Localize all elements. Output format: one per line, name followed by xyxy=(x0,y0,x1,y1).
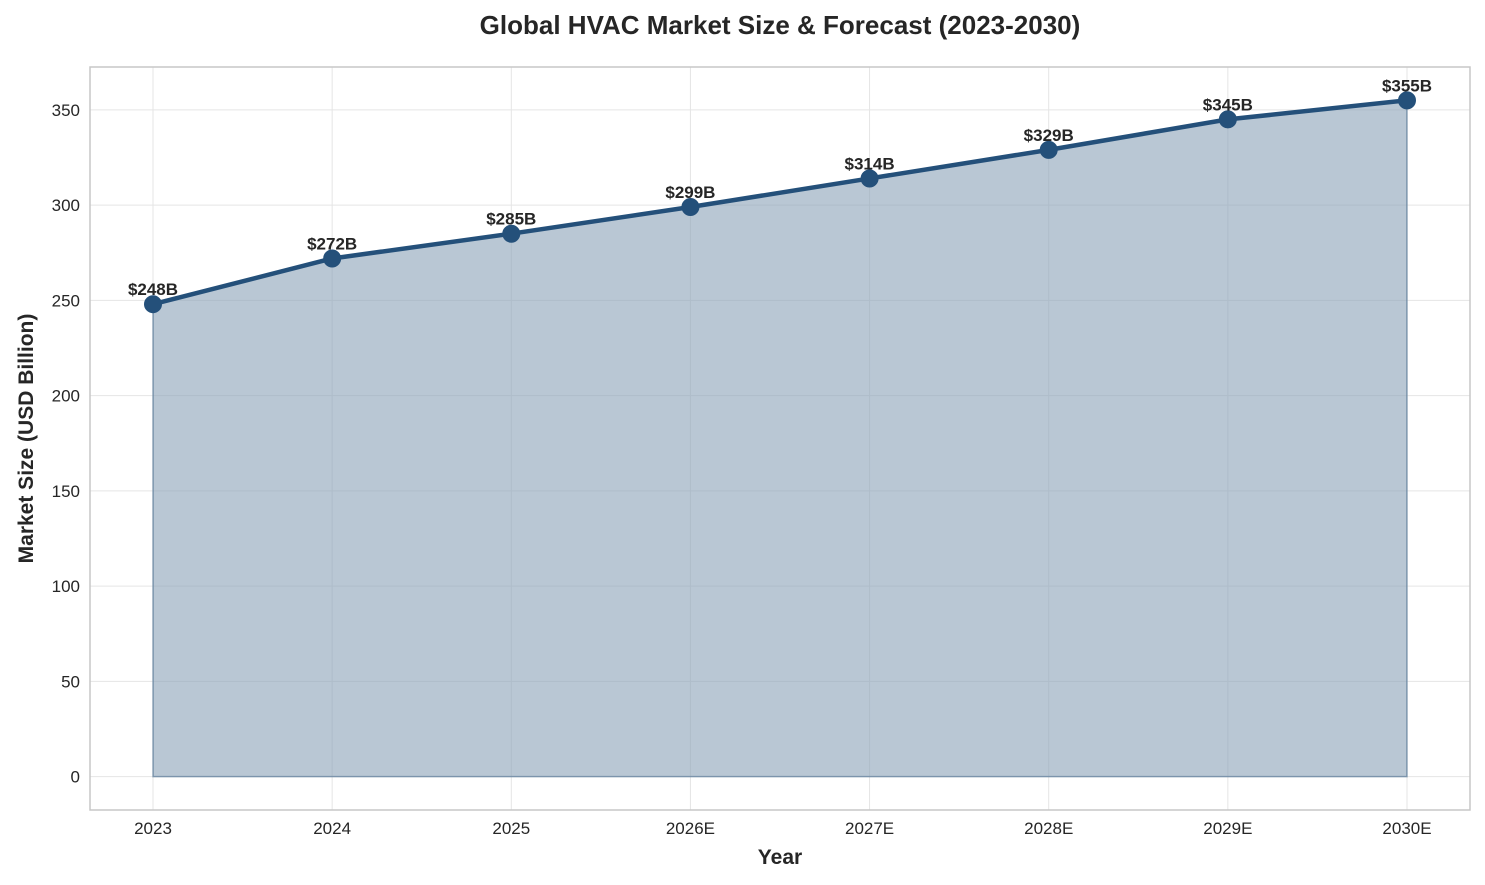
series-line-layer xyxy=(150,98,1410,307)
data-point xyxy=(1039,140,1058,159)
x-tick-label: 2026E xyxy=(666,819,715,838)
chart-title: Global HVAC Market Size & Forecast (2023… xyxy=(479,10,1081,40)
x-tick-label: 2025 xyxy=(492,819,530,838)
plot-frame-border xyxy=(89,66,1471,811)
data-point xyxy=(681,198,700,217)
y-axis-title: Market Size (USD Billion) xyxy=(15,314,38,564)
data-label: $272B xyxy=(307,234,357,253)
x-tick-label: 2028E xyxy=(1024,819,1073,838)
data-label: $299B xyxy=(665,183,715,202)
data-label-layer: $248B $272B $285B $299B $314B $329B $345B $355B xyxy=(128,76,1432,299)
y-tick-label: 50 xyxy=(61,672,80,691)
y-tick-label: 100 xyxy=(52,577,80,596)
data-point xyxy=(144,295,162,314)
data-label: $345B xyxy=(1203,95,1253,114)
data-point xyxy=(860,169,879,188)
x-axis-title: Year xyxy=(758,846,802,869)
data-label: $329B xyxy=(1024,126,1074,145)
x-tick-label: 2027E xyxy=(845,819,894,838)
data-point xyxy=(323,249,342,268)
data-point xyxy=(1398,91,1416,110)
data-label: $248B xyxy=(128,280,178,299)
data-label: $314B xyxy=(845,154,895,173)
y-tick-label: 150 xyxy=(52,482,80,501)
data-label: $355B xyxy=(1382,76,1432,95)
area-fill-layer xyxy=(152,99,1408,778)
y-tick-label: 0 xyxy=(71,768,80,787)
x-tick-label: 2029E xyxy=(1203,819,1252,838)
x-tick-label: 2030E xyxy=(1382,819,1431,838)
data-point-layer xyxy=(144,91,1416,314)
area-fill xyxy=(152,99,1408,778)
plot-frame xyxy=(89,66,1471,811)
data-point xyxy=(1218,110,1237,129)
x-tick-label: 2023 xyxy=(134,819,172,838)
x-tick-labels: 2023 2024 2025 2026E 2027E 2028E 2029E 2030E xyxy=(134,819,1432,838)
y-tick-label: 350 xyxy=(52,101,80,120)
data-label: $285B xyxy=(486,210,536,229)
data-point xyxy=(502,224,521,243)
y-tick-label: 200 xyxy=(52,387,80,406)
series-line xyxy=(150,98,1410,307)
y-tick-label: 250 xyxy=(52,291,80,310)
y-tick-labels: 0 50 100 150 200 250 300 350 xyxy=(52,101,80,787)
y-tick-label: 300 xyxy=(52,196,80,215)
x-tick-label: 2024 xyxy=(313,819,351,838)
